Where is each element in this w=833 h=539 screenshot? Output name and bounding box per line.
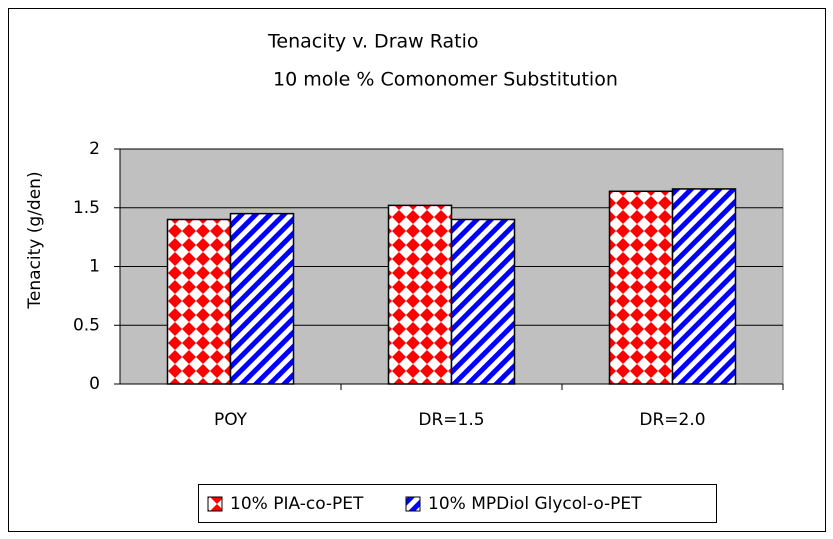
y-tick-label: 0.5 xyxy=(73,315,100,335)
x-tick-label: DR=1.5 xyxy=(418,410,484,430)
bar xyxy=(229,212,295,385)
y-axis-label: Tenacity (g/den) xyxy=(25,171,45,309)
y-tick-label: 2 xyxy=(89,139,100,159)
legend xyxy=(198,484,717,523)
legend-swatch xyxy=(405,496,421,512)
chart-subtitle: 10 mole % Comonomer Substitution xyxy=(273,69,618,91)
bar xyxy=(166,218,232,385)
legend-label: 10% PIA-co-PET xyxy=(230,494,364,514)
x-tick-label: POY xyxy=(214,410,248,430)
bar xyxy=(671,188,737,385)
y-tick-label: 0 xyxy=(89,374,100,394)
legend-swatch xyxy=(207,496,223,512)
bar xyxy=(608,190,674,385)
chart-title: Tenacity v. Draw Ratio xyxy=(267,31,479,53)
x-tick-label: DR=2.0 xyxy=(639,410,705,430)
y-tick-label: 1 xyxy=(89,257,100,277)
bar xyxy=(450,218,516,385)
legend-label: 10% MPDiol Glycol-o-PET xyxy=(428,494,642,514)
bar xyxy=(387,204,453,385)
y-tick-label: 1.5 xyxy=(73,198,100,218)
